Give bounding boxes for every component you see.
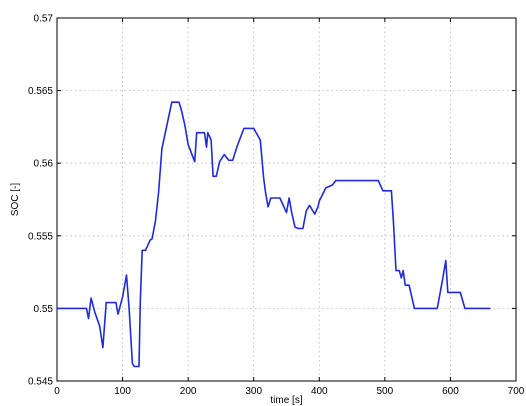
- x-tick-label: 400: [311, 386, 328, 397]
- y-axis-label: SOC [-]: [10, 183, 21, 217]
- x-tick-label: 300: [245, 386, 262, 397]
- y-tick-label: 0.55: [34, 304, 54, 315]
- x-tick-label: 500: [377, 386, 394, 397]
- axis-ticks: [56, 17, 517, 382]
- x-tick-label: 100: [114, 386, 131, 397]
- x-tick-label: 700: [508, 386, 525, 397]
- y-tick-label: 0.545: [28, 377, 53, 388]
- x-axis-label: time [s]: [270, 395, 302, 406]
- series-layer: [56, 101, 491, 368]
- x-tick-label: 600: [442, 386, 459, 397]
- soc-series-line: [56, 101, 491, 368]
- grid-lines: [57, 18, 516, 381]
- y-tick-labels: 0.545 0.55 0.555 0.56 0.565 0.57: [28, 14, 53, 388]
- x-tick-label: 200: [180, 386, 197, 397]
- y-tick-label: 0.57: [34, 14, 54, 25]
- y-tick-label: 0.565: [28, 86, 53, 97]
- y-tick-label: 0.56: [34, 159, 54, 170]
- x-tick-label: 0: [54, 386, 60, 397]
- x-tick-labels: 0 100 200 300 400 500 600 700: [54, 386, 525, 397]
- plot-frame: [56, 17, 517, 382]
- y-tick-label: 0.555: [28, 231, 53, 242]
